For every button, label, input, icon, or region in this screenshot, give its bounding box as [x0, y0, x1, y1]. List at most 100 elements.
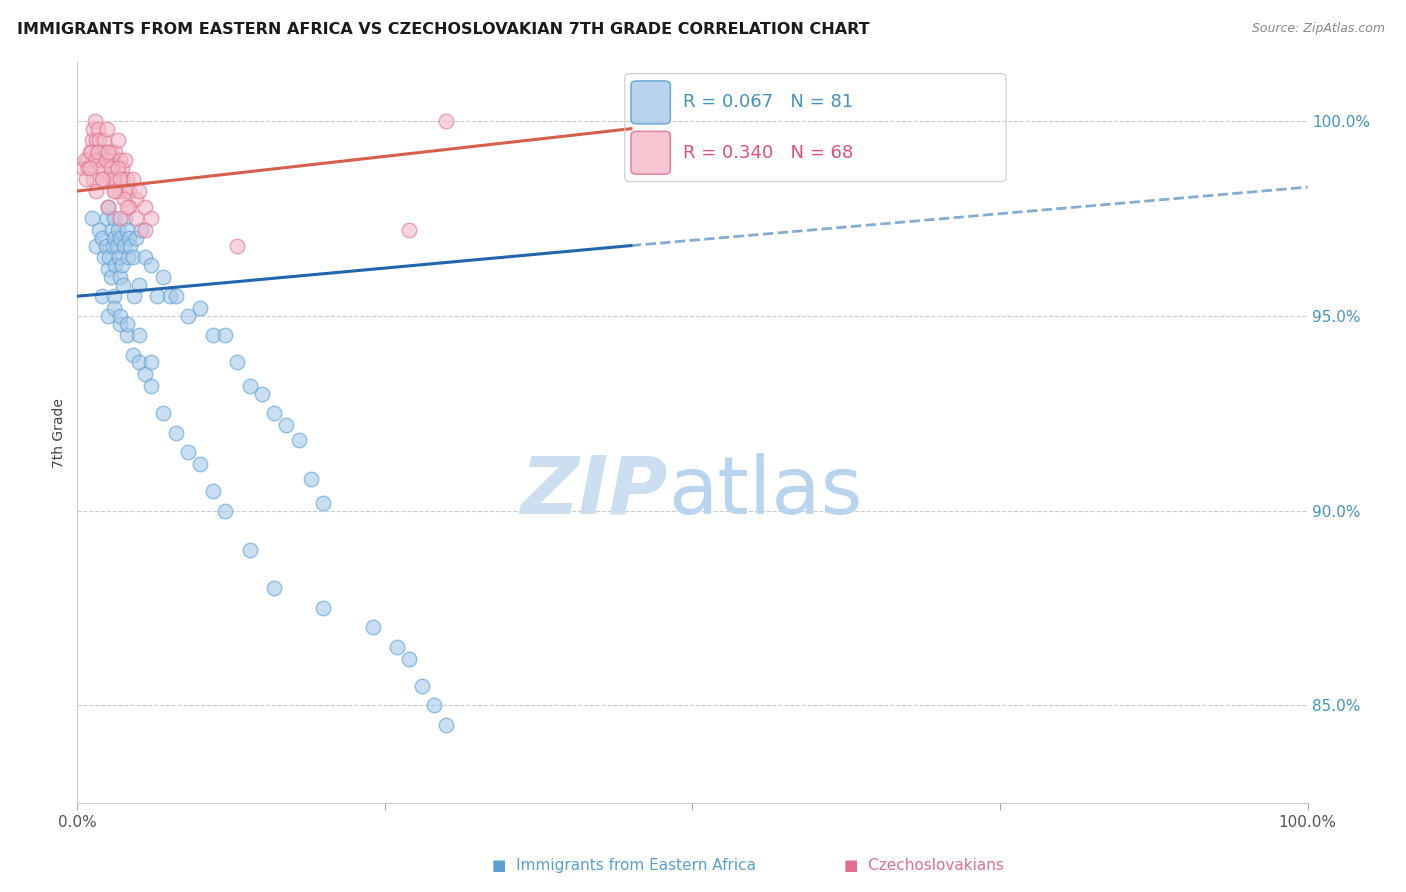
Point	[80, 145, 103, 159]
Point	[72, 161, 94, 175]
Point	[100, 269, 122, 284]
Point	[103, 184, 125, 198]
Point	[105, 161, 128, 175]
Y-axis label: 7th Grade: 7th Grade	[52, 398, 66, 467]
Point	[97, 145, 120, 159]
Point	[84, 153, 107, 167]
Point	[201, 484, 224, 499]
Point	[117, 250, 139, 264]
Point	[141, 211, 163, 226]
Point	[115, 172, 138, 186]
Point	[250, 386, 273, 401]
Point	[125, 192, 148, 206]
Point	[190, 301, 212, 315]
Point	[134, 250, 156, 264]
Point	[103, 301, 125, 315]
Point	[101, 238, 124, 252]
Point	[263, 406, 285, 420]
Point	[90, 172, 114, 186]
Point	[82, 121, 104, 136]
Point	[82, 133, 104, 147]
Point	[96, 211, 118, 226]
Point	[152, 269, 174, 284]
Point	[76, 153, 98, 167]
Point	[214, 328, 236, 343]
Point	[90, 289, 114, 303]
Point	[115, 223, 138, 237]
Point	[84, 184, 107, 198]
Point	[110, 317, 132, 331]
Point	[82, 172, 104, 186]
Point	[94, 153, 117, 167]
Point	[94, 145, 117, 159]
Text: R = 0.340   N = 68: R = 0.340 N = 68	[683, 144, 853, 161]
Point	[91, 172, 114, 186]
Point	[97, 153, 120, 167]
Point	[84, 238, 107, 252]
Text: ■  Czechoslovakians: ■ Czechoslovakians	[844, 858, 1004, 872]
Point	[94, 238, 117, 252]
Point	[118, 231, 141, 245]
Point	[312, 601, 335, 615]
Text: atlas: atlas	[668, 453, 862, 531]
Point	[111, 258, 134, 272]
Point	[103, 231, 125, 245]
Point	[214, 503, 236, 517]
Point	[201, 328, 224, 343]
Point	[121, 172, 143, 186]
Point	[83, 114, 105, 128]
Point	[239, 542, 262, 557]
Point	[190, 457, 212, 471]
Point	[141, 379, 163, 393]
Point	[100, 145, 122, 159]
Point	[128, 355, 150, 369]
Point	[263, 582, 285, 596]
Point	[75, 172, 97, 186]
Point	[107, 133, 129, 147]
FancyBboxPatch shape	[631, 81, 671, 124]
Point	[110, 172, 132, 186]
Point	[111, 172, 134, 186]
Point	[90, 161, 112, 175]
Point	[93, 250, 115, 264]
Point	[101, 161, 124, 175]
Point	[107, 161, 129, 175]
Point	[93, 133, 115, 147]
Text: ZIP: ZIP	[520, 453, 668, 531]
Point	[89, 223, 111, 237]
Point	[84, 133, 107, 147]
Point	[423, 698, 446, 713]
Point	[110, 231, 132, 245]
Point	[141, 258, 163, 272]
Point	[101, 153, 124, 167]
Point	[90, 145, 114, 159]
Point	[87, 145, 110, 159]
Point	[112, 184, 135, 198]
Point	[86, 145, 108, 159]
Point	[73, 153, 96, 167]
Point	[134, 200, 156, 214]
Point	[118, 184, 141, 198]
Point	[134, 223, 156, 237]
Point	[131, 223, 153, 237]
Text: IMMIGRANTS FROM EASTERN AFRICA VS CZECHOSLOVAKIAN 7TH GRADE CORRELATION CHART: IMMIGRANTS FROM EASTERN AFRICA VS CZECHO…	[17, 22, 869, 37]
Point	[165, 289, 187, 303]
Point	[146, 289, 169, 303]
Point	[97, 200, 120, 214]
Point	[398, 223, 420, 237]
Point	[436, 718, 458, 732]
Point	[114, 211, 136, 226]
Point	[128, 184, 150, 198]
Point	[91, 161, 114, 175]
Point	[108, 250, 131, 264]
Point	[226, 238, 249, 252]
Point	[104, 258, 127, 272]
Point	[110, 309, 132, 323]
Point	[104, 145, 127, 159]
Point	[177, 445, 200, 459]
Point	[97, 200, 120, 214]
Point	[110, 153, 132, 167]
Point	[77, 161, 100, 175]
Point	[115, 200, 138, 214]
Point	[112, 238, 135, 252]
